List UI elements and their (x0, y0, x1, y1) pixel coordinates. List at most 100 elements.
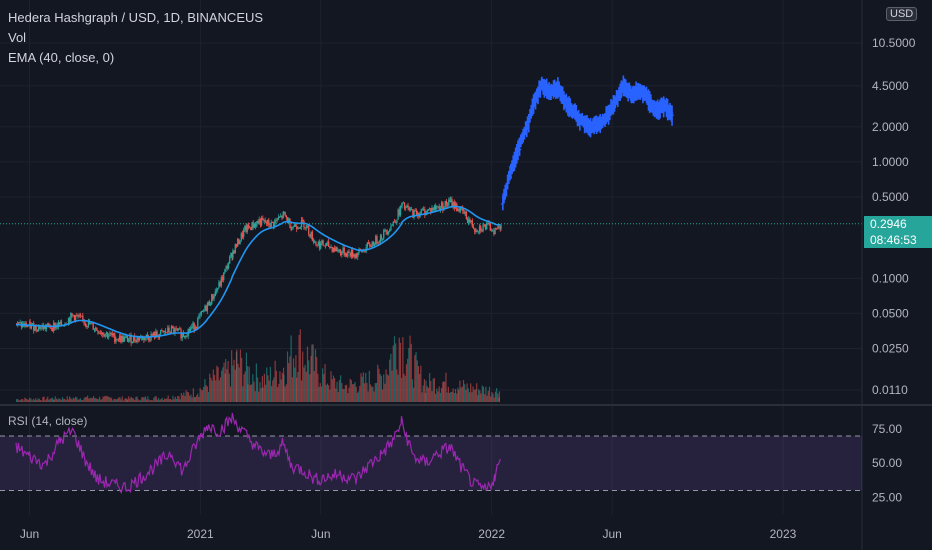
volume-bar (378, 368, 380, 402)
rsi-legend[interactable]: RSI (14, close) (8, 414, 88, 428)
volume-bar (413, 387, 415, 402)
volume-bar (41, 400, 43, 402)
volume-bar (280, 379, 282, 402)
candle-body (297, 227, 299, 230)
volume-bar (366, 382, 368, 402)
volume-bar (107, 396, 109, 402)
volume-bar (281, 372, 283, 402)
volume-bar (245, 352, 248, 402)
volume-bar (403, 373, 405, 402)
price-axis-labels: 10.5000 4.5000 2.0000 1.0000 0.5000 0.1000 0.0… (872, 36, 916, 397)
candle-body (370, 246, 372, 248)
volume-bar (409, 335, 411, 402)
volume-bar (73, 398, 76, 402)
candle-body (85, 323, 87, 327)
volume-bar (164, 398, 166, 402)
volume-bar (468, 392, 471, 402)
volume-bar (43, 396, 45, 402)
candle-body (146, 334, 149, 337)
volume-bar (305, 371, 307, 402)
volume-bar (374, 383, 376, 402)
volume-bar (471, 392, 473, 402)
candle-body (496, 228, 498, 230)
candle-body (366, 242, 369, 247)
volume-bar (433, 378, 435, 402)
candle-body (389, 230, 391, 232)
candle-body (392, 221, 394, 225)
candle-body (306, 225, 309, 227)
candle-body (203, 310, 205, 312)
volume-bar (377, 364, 379, 402)
candle-body (164, 330, 167, 333)
candle-body (372, 241, 375, 246)
time-tick-label: Jun (602, 527, 621, 541)
candle-body (206, 304, 209, 312)
candle-body (281, 215, 283, 219)
volume-bar (243, 374, 245, 402)
candle-body (238, 238, 240, 245)
candle-body (17, 322, 19, 326)
currency-button[interactable]: USD (886, 7, 918, 21)
candle-body (453, 202, 456, 209)
symbol-legend[interactable]: Hedera Hashgraph / USD, 1D, BINANCEUS (8, 10, 264, 25)
candle-body (78, 315, 80, 317)
volume-bar (88, 398, 90, 402)
volume-bar (289, 356, 291, 402)
volume-bar (398, 337, 400, 402)
candle-body (424, 209, 426, 216)
candle-body (211, 294, 213, 305)
candle-body (39, 326, 41, 330)
time-tick-label: 2022 (478, 527, 505, 541)
volume-bar (35, 398, 37, 402)
volume-bar (228, 373, 230, 402)
volume-bar (90, 397, 92, 402)
candle-body (212, 294, 214, 299)
volume-bar (297, 372, 299, 402)
volume-bar (464, 384, 466, 402)
candle-body (36, 329, 39, 332)
candle-body (270, 221, 272, 228)
volume-bar (438, 386, 440, 402)
volume-bar (359, 385, 361, 402)
volume-bar (212, 369, 214, 402)
volume-bar (264, 384, 267, 402)
candle-body (73, 315, 76, 321)
volume-bar (66, 396, 68, 402)
volume-bar (308, 360, 310, 402)
volume-bar (486, 395, 488, 402)
volume-bar (225, 359, 227, 402)
candle-body (376, 236, 378, 243)
candle-body (387, 231, 390, 234)
candle-body (413, 210, 415, 218)
volume-bar (249, 384, 252, 402)
candle-body (438, 206, 440, 211)
volume-bar (57, 399, 59, 402)
candle-body (134, 335, 136, 341)
ema-legend[interactable]: EMA (40, close, 0) (8, 50, 115, 65)
candle-body (492, 230, 494, 232)
volume-bar (237, 363, 239, 402)
candle-body (87, 321, 90, 327)
volume-bar (457, 387, 459, 402)
candle-body (444, 200, 446, 208)
volume-bar (195, 395, 198, 402)
candle-body (292, 226, 294, 228)
candle-body (476, 230, 478, 232)
volume-bar (337, 392, 339, 402)
candle-body (280, 215, 282, 217)
volume-bar (423, 379, 426, 402)
volume-bar (332, 375, 335, 402)
volume-bar (128, 396, 130, 402)
candle-body (102, 332, 104, 335)
volume-legend[interactable]: Vol (8, 30, 27, 45)
candle-body (246, 224, 248, 232)
candle-body (173, 328, 175, 334)
volume-bar (326, 383, 329, 402)
candle-body (91, 323, 93, 325)
candle-body (232, 250, 234, 259)
price-tick-label: 0.0110 (872, 383, 908, 397)
candle-body (324, 245, 327, 247)
volume-bar (129, 398, 131, 402)
